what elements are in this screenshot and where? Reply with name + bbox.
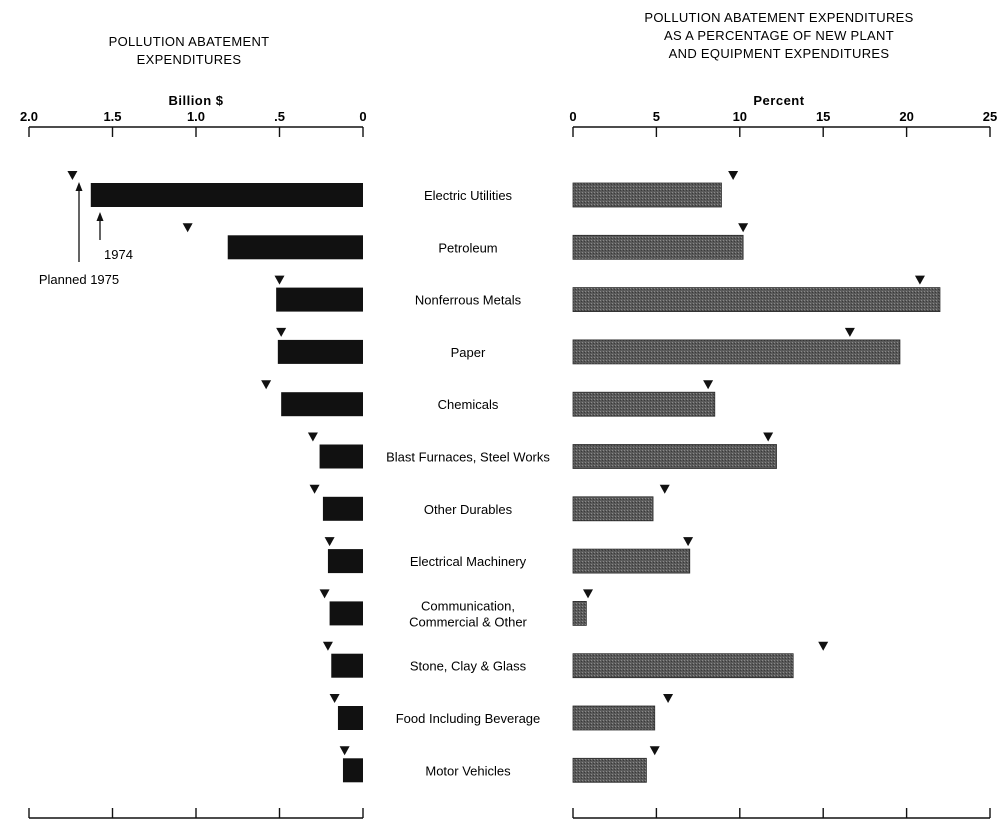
left-planned-marker bbox=[339, 746, 350, 756]
right-planned-marker bbox=[663, 694, 674, 703]
right-planned-marker bbox=[683, 537, 694, 547]
right-tick-label: 20 bbox=[899, 109, 913, 124]
category-label: Other Durables bbox=[424, 502, 513, 517]
right-bar bbox=[572, 653, 794, 679]
category-label: Food Including Beverage bbox=[396, 711, 541, 726]
right-bar bbox=[572, 287, 941, 313]
right-planned-marker bbox=[583, 589, 594, 599]
category-label: Electrical Machinery bbox=[410, 554, 527, 569]
left-axis-unit-label: Billion $ bbox=[168, 93, 223, 108]
left-tick-label: 1.5 bbox=[103, 109, 121, 124]
left-bar bbox=[337, 706, 363, 730]
actual-arrow-head bbox=[96, 212, 104, 221]
category-label: Chemicals bbox=[438, 397, 499, 412]
actual-year-label: 1974 bbox=[104, 247, 133, 262]
right-tick-label: 5 bbox=[653, 109, 660, 124]
left-tick-label: 1.0 bbox=[187, 109, 205, 124]
left-title-line-2: EXPENDITURES bbox=[137, 52, 242, 67]
category-labels: Electric Utilities Petroleum Nonferrous Me… bbox=[386, 188, 550, 778]
left-bar bbox=[322, 496, 363, 521]
left-bar bbox=[329, 601, 363, 626]
right-bar bbox=[572, 601, 587, 626]
planned-year-label: Planned 1975 bbox=[39, 272, 119, 287]
left-bar bbox=[277, 339, 363, 364]
left-planned-marker bbox=[329, 694, 340, 703]
right-bar bbox=[572, 234, 744, 260]
right-bar bbox=[572, 548, 691, 574]
category-label: Paper bbox=[451, 345, 486, 360]
planned-arrow-head bbox=[75, 182, 83, 191]
right-bar bbox=[572, 182, 722, 208]
left-bar bbox=[327, 549, 363, 574]
left-planned-marker bbox=[319, 589, 330, 599]
left-planned-marker bbox=[309, 484, 320, 494]
right-planned-marker bbox=[703, 380, 714, 390]
category-label: Blast Furnaces, Steel Works bbox=[386, 450, 550, 465]
right-bar bbox=[572, 496, 654, 522]
left-markers bbox=[67, 171, 350, 756]
left-tick-label: 2.0 bbox=[20, 109, 38, 124]
right-planned-marker bbox=[738, 223, 749, 233]
right-title-line-3: AND EQUIPMENT EXPENDITURES bbox=[669, 46, 890, 61]
right-markers bbox=[583, 171, 925, 756]
left-bar bbox=[342, 758, 363, 783]
right-tick-label: 25 bbox=[983, 109, 997, 124]
left-planned-marker bbox=[274, 275, 285, 285]
right-planned-marker bbox=[728, 171, 739, 180]
category-label: Communication, bbox=[421, 598, 515, 613]
right-bar bbox=[572, 339, 901, 365]
left-bar bbox=[281, 392, 363, 417]
right-planned-marker bbox=[844, 327, 855, 337]
category-label: Commercial & Other bbox=[409, 614, 527, 629]
right-axis: 0 5 10 15 20 25 bbox=[569, 109, 997, 819]
right-tick-label: 15 bbox=[816, 109, 830, 124]
left-planned-marker bbox=[261, 380, 272, 390]
left-planned-marker bbox=[307, 432, 318, 442]
right-axis-unit-label: Percent bbox=[753, 93, 804, 108]
category-label: Motor Vehicles bbox=[425, 763, 511, 778]
right-planned-marker bbox=[763, 432, 774, 442]
category-label: Nonferrous Metals bbox=[415, 293, 522, 308]
left-title-line-1: POLLUTION ABATEMENT bbox=[109, 34, 270, 49]
category-label: Stone, Clay & Glass bbox=[410, 659, 527, 674]
right-bar bbox=[572, 757, 647, 783]
left-planned-marker bbox=[182, 223, 193, 233]
right-bar bbox=[572, 391, 716, 417]
right-planned-marker bbox=[818, 641, 829, 651]
right-bar bbox=[572, 444, 777, 469]
right-planned-marker bbox=[914, 275, 925, 285]
left-planned-marker bbox=[276, 327, 287, 337]
annotation-arrows bbox=[75, 182, 104, 262]
left-bar bbox=[90, 183, 363, 207]
right-planned-marker bbox=[659, 484, 670, 494]
left-bar bbox=[319, 444, 363, 469]
left-bar bbox=[276, 287, 363, 312]
left-tick-label: 0 bbox=[359, 109, 366, 124]
left-planned-marker bbox=[324, 537, 335, 547]
category-label: Petroleum bbox=[438, 240, 497, 255]
left-bars bbox=[90, 183, 363, 783]
right-tick-label: 0 bbox=[569, 109, 576, 124]
left-bar bbox=[227, 235, 363, 260]
category-label: Electric Utilities bbox=[424, 188, 513, 203]
right-tick-label: 10 bbox=[733, 109, 747, 124]
right-bars bbox=[572, 182, 941, 783]
left-bar bbox=[331, 653, 363, 678]
right-planned-marker bbox=[649, 746, 660, 756]
left-tick-label: .5 bbox=[274, 109, 285, 124]
right-title-line-2: AS A PERCENTAGE OF NEW PLANT bbox=[664, 28, 894, 43]
left-planned-marker bbox=[322, 641, 333, 651]
left-axis: 2.0 1.5 1.0 .5 0 bbox=[20, 109, 367, 819]
right-title-line-1: POLLUTION ABATEMENT EXPENDITURES bbox=[644, 10, 913, 25]
left-planned-marker bbox=[67, 171, 78, 180]
right-bar bbox=[572, 705, 656, 731]
